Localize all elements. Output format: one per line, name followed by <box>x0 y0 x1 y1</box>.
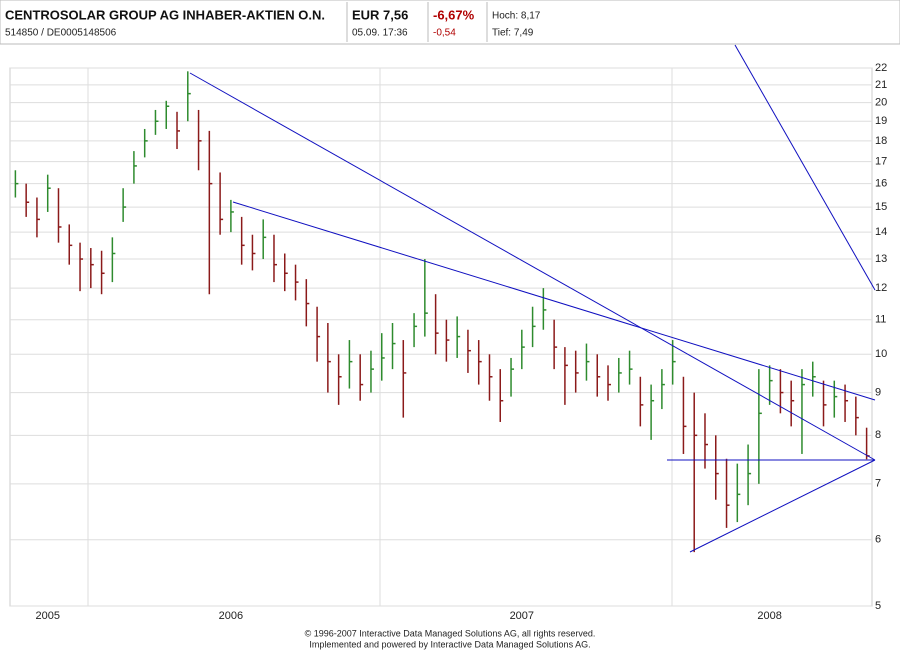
price: EUR 7,56 <box>352 7 408 22</box>
x-tick-label: 2005 <box>35 610 59 622</box>
y-tick-label: 22 <box>875 62 887 74</box>
time: 05.09. 17:36 <box>352 28 408 39</box>
x-tick-label: 2007 <box>510 610 534 622</box>
y-tick-label: 18 <box>875 135 887 147</box>
y-tick-label: 10 <box>875 348 887 360</box>
y-tick-label: 15 <box>875 201 887 213</box>
y-tick-label: 12 <box>875 282 887 294</box>
y-tick-label: 17 <box>875 156 887 168</box>
x-grid <box>87 68 673 606</box>
y-tick-label: 16 <box>875 178 887 190</box>
trend-line <box>232 201 876 401</box>
y-tick-label: 13 <box>875 253 887 265</box>
bars <box>14 71 870 553</box>
trend-line <box>189 72 876 461</box>
y-tick-label: 19 <box>875 115 887 127</box>
y-tick-label: 7 <box>875 478 881 490</box>
y-tick-label: 11 <box>875 314 886 326</box>
footer-powered: Implemented and powered by Interactive D… <box>309 639 590 649</box>
change-abs: -0,54 <box>433 28 456 39</box>
stock-title: CENTROSOLAR GROUP AG INHABER-AKTIEN O.N. <box>5 7 325 22</box>
y-tick-label: 9 <box>875 386 881 398</box>
trend-line <box>689 459 876 553</box>
y-tick-label: 21 <box>875 79 887 91</box>
x-tick-label: 2006 <box>219 610 243 622</box>
y-tick-label: 5 <box>875 600 881 612</box>
trend-lines <box>189 44 876 553</box>
header-box <box>0 0 900 45</box>
y-tick-label: 6 <box>875 534 881 546</box>
grid: 5 6 7 8 9 10 11 12 13 14 15 16 17 18 19 20 21 22 2005 2006 2… <box>10 62 887 622</box>
footer-copyright: © 1996-2007 Interactive Data Managed Sol… <box>305 628 596 638</box>
x-tick-label: 2008 <box>757 610 781 622</box>
y-tick-label: 14 <box>875 226 887 238</box>
y-tick-label: 20 <box>875 97 887 109</box>
day-low: Tief: 7,49 <box>492 28 534 39</box>
stock-ids: 514850 / DE0005148506 <box>5 28 117 39</box>
y-tick-label: 8 <box>875 429 881 441</box>
day-high: Hoch: 8,17 <box>492 11 541 22</box>
change-pct: -6,67% <box>433 7 475 22</box>
trend-line <box>734 44 876 291</box>
